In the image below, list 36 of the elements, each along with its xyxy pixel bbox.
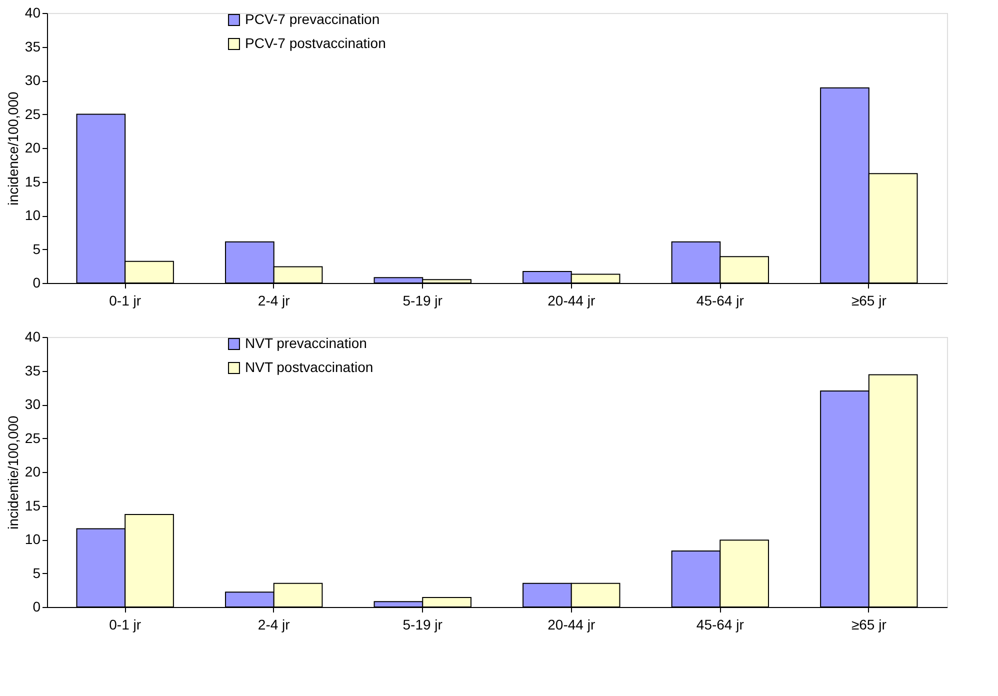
x-tick-label: 5-19 jr: [402, 292, 443, 308]
x-tick-label: ≥65 jr: [851, 292, 887, 308]
y-tick-label: 15: [24, 173, 41, 190]
y-tick-label: 10: [24, 207, 41, 223]
x-tick-label: 0-1 jr: [109, 292, 142, 308]
y-tick-label: 35: [24, 38, 41, 54]
y-axis-title: incidence/100,000: [4, 91, 21, 206]
legend-label: NVT postvaccination: [245, 359, 374, 375]
y-tick-label: 35: [24, 362, 41, 378]
y-tick-label: 5: [32, 240, 41, 257]
y-tick-label: 20: [24, 140, 41, 156]
legend-label: PCV-7 prevaccination: [245, 11, 380, 27]
x-tick-label: 2-4 jr: [258, 292, 290, 308]
y-tick-label: 0: [32, 598, 41, 614]
y-tick-label: 15: [24, 497, 41, 514]
x-tick-label: 45-64 jr: [696, 616, 744, 632]
x-tick-label: 20-44 jr: [548, 292, 596, 308]
y-tick-label: 40: [24, 4, 41, 20]
legend-label: PCV-7 postvaccination: [245, 35, 386, 51]
x-tick-label: 20-44 jr: [548, 616, 596, 632]
y-tick-label: 20: [24, 464, 41, 480]
x-tick-label: 2-4 jr: [258, 616, 290, 632]
y-tick-label: 10: [24, 531, 41, 547]
x-tick-label: ≥65 jr: [851, 616, 887, 632]
y-axis-title: incidentie/100,000: [4, 415, 21, 530]
x-tick-label: 45-64 jr: [696, 292, 744, 308]
y-tick-label: 0: [32, 274, 41, 290]
x-tick-label: 5-19 jr: [402, 616, 443, 632]
y-tick-label: 25: [24, 106, 41, 122]
y-tick-label: 40: [24, 328, 41, 344]
y-tick-label: 30: [24, 396, 41, 412]
y-tick-label: 5: [32, 564, 41, 581]
y-tick-label: 30: [24, 72, 41, 88]
y-tick-label: 25: [24, 430, 41, 446]
x-tick-label: 0-1 jr: [109, 616, 142, 632]
legend-label: NVT prevaccination: [245, 335, 367, 351]
